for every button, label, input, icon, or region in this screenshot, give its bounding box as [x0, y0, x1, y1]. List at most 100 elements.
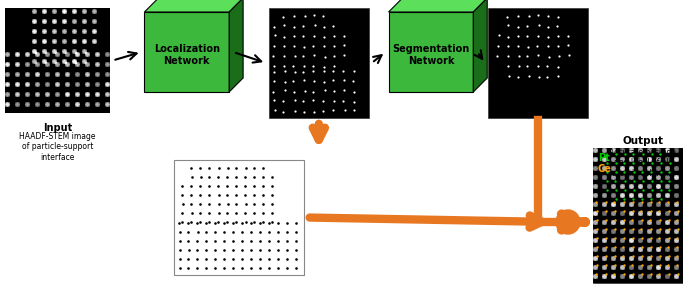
- Point: [299, 88, 310, 93]
- Point: [319, 55, 330, 59]
- Point: [231, 210, 242, 215]
- Point: [664, 217, 675, 222]
- Point: [174, 256, 185, 261]
- Point: [636, 272, 647, 276]
- Point: [619, 218, 630, 223]
- Point: [656, 188, 667, 193]
- Point: [195, 174, 206, 179]
- Point: [212, 219, 223, 224]
- Point: [318, 14, 329, 18]
- Point: [319, 64, 329, 69]
- Point: [562, 33, 573, 38]
- Point: [532, 63, 543, 68]
- Point: [230, 220, 241, 224]
- Point: [290, 247, 301, 252]
- Point: [269, 108, 280, 113]
- Point: [269, 43, 279, 48]
- Point: [503, 34, 514, 39]
- Point: [212, 184, 223, 188]
- Point: [213, 165, 224, 170]
- Point: [533, 75, 544, 79]
- Point: [610, 188, 621, 192]
- Point: [203, 193, 214, 197]
- Point: [627, 200, 638, 204]
- Point: [230, 184, 241, 188]
- Point: [329, 33, 340, 38]
- Point: [268, 54, 279, 59]
- Point: [646, 170, 657, 174]
- Point: [249, 219, 260, 224]
- Point: [269, 69, 279, 74]
- Point: [297, 99, 308, 103]
- Point: [195, 201, 206, 206]
- Point: [268, 64, 279, 68]
- Point: [269, 79, 279, 84]
- Point: [255, 230, 266, 234]
- Point: [653, 271, 664, 276]
- Polygon shape: [388, 0, 487, 12]
- Point: [245, 239, 256, 243]
- Point: [281, 266, 292, 270]
- Point: [503, 54, 514, 59]
- Point: [664, 161, 675, 166]
- Point: [655, 152, 666, 157]
- Point: [282, 247, 292, 252]
- Point: [268, 89, 279, 94]
- Point: [637, 187, 648, 192]
- Point: [258, 202, 269, 206]
- Point: [219, 239, 230, 244]
- Point: [619, 262, 630, 267]
- Point: [282, 230, 292, 235]
- Point: [619, 272, 630, 276]
- Point: [266, 202, 277, 206]
- Point: [308, 53, 319, 58]
- Point: [289, 98, 300, 102]
- Point: [182, 230, 193, 235]
- Point: [645, 262, 656, 267]
- Point: [266, 220, 277, 224]
- Point: [523, 14, 534, 18]
- Point: [246, 266, 257, 271]
- Text: Localization
Network: Localization Network: [154, 44, 220, 66]
- Point: [258, 175, 269, 180]
- Point: [308, 64, 319, 68]
- Point: [298, 45, 309, 49]
- Point: [186, 211, 197, 216]
- Point: [273, 238, 284, 243]
- Point: [219, 257, 229, 262]
- Point: [279, 64, 290, 68]
- Point: [609, 199, 620, 204]
- Point: [646, 208, 657, 213]
- Point: [236, 265, 247, 270]
- Point: [279, 43, 290, 48]
- Point: [317, 108, 328, 113]
- Point: [236, 257, 247, 262]
- Point: [239, 193, 250, 198]
- Text: Input: Input: [42, 123, 72, 133]
- Point: [553, 44, 564, 48]
- Point: [201, 266, 212, 271]
- Point: [592, 236, 603, 241]
- Point: [236, 239, 247, 243]
- Point: [619, 197, 630, 201]
- Point: [645, 245, 656, 249]
- Point: [282, 221, 292, 225]
- Point: [257, 193, 268, 197]
- Point: [210, 238, 221, 243]
- Point: [319, 25, 329, 29]
- Point: [502, 64, 513, 68]
- Point: [618, 254, 629, 259]
- Point: [513, 34, 524, 38]
- Point: [289, 70, 300, 74]
- Point: [240, 166, 251, 171]
- Point: [308, 34, 319, 38]
- Point: [646, 160, 657, 165]
- Point: [263, 239, 274, 244]
- Point: [329, 64, 340, 68]
- Point: [255, 266, 266, 271]
- Point: [637, 170, 648, 174]
- Point: [289, 109, 300, 113]
- Point: [297, 53, 308, 58]
- Polygon shape: [229, 0, 243, 92]
- Point: [671, 254, 682, 259]
